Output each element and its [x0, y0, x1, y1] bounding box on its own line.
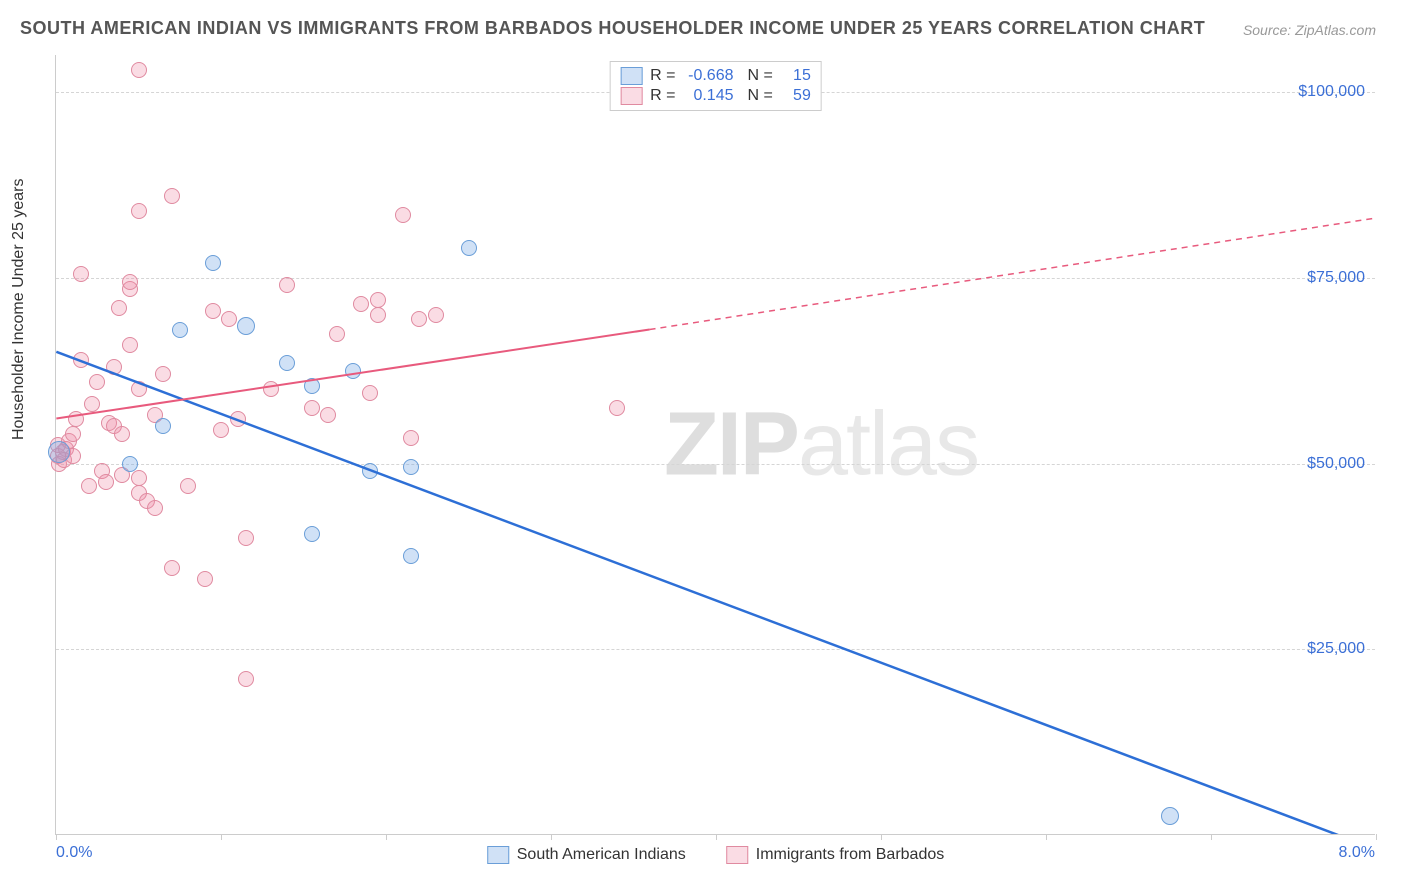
x-tick: [221, 834, 222, 840]
x-tick: [56, 834, 57, 840]
scatter-point-series2: [213, 422, 229, 438]
scatter-point-series2: [370, 292, 386, 308]
scatter-point-series2: [238, 671, 254, 687]
scatter-point-series2: [197, 571, 213, 587]
n-label: N =: [748, 87, 773, 105]
scatter-point-series2: [131, 381, 147, 397]
scatter-point-series2: [106, 359, 122, 375]
scatter-point-series1: [155, 418, 171, 434]
x-tick: [716, 834, 717, 840]
x-tick: [551, 834, 552, 840]
scatter-point-series2: [81, 478, 97, 494]
scatter-point-series2: [68, 411, 84, 427]
scatter-point-series2: [164, 560, 180, 576]
scatter-point-series2: [411, 311, 427, 327]
scatter-point-series2: [131, 62, 147, 78]
scatter-point-series1: [48, 441, 70, 463]
scatter-point-series2: [122, 337, 138, 353]
scatter-point-series2: [98, 474, 114, 490]
scatter-point-series2: [164, 188, 180, 204]
x-tick: [881, 834, 882, 840]
scatter-point-series1: [172, 322, 188, 338]
scatter-point-series2: [329, 326, 345, 342]
scatter-point-series2: [131, 203, 147, 219]
scatter-point-series1: [279, 355, 295, 371]
legend-swatch: [620, 87, 642, 105]
scatter-point-series1: [237, 317, 255, 335]
x-axis-min-label: 0.0%: [56, 844, 92, 862]
scatter-point-series2: [279, 277, 295, 293]
scatter-points: [56, 55, 1375, 834]
r-value: -0.668: [684, 67, 734, 85]
scatter-point-series1: [304, 526, 320, 542]
scatter-point-series2: [263, 381, 279, 397]
scatter-point-series2: [65, 426, 81, 442]
scatter-point-series2: [180, 478, 196, 494]
scatter-point-series2: [122, 274, 138, 290]
scatter-point-series2: [353, 296, 369, 312]
x-tick: [1046, 834, 1047, 840]
plot-area: ZIPatlas $25,000$50,000$75,000$100,000 0…: [55, 55, 1375, 835]
x-axis-max-label: 8.0%: [1339, 844, 1375, 862]
scatter-point-series1: [461, 240, 477, 256]
scatter-point-series1: [362, 463, 378, 479]
scatter-point-series2: [403, 430, 419, 446]
source-attribution: Source: ZipAtlas.com: [1243, 22, 1376, 38]
x-tick: [1376, 834, 1377, 840]
legend-item: Immigrants from Barbados: [726, 846, 945, 864]
scatter-point-series2: [238, 530, 254, 546]
legend-swatch: [726, 846, 748, 864]
legend-swatch: [487, 846, 509, 864]
legend-correlation: R = -0.668 N = 15 R = 0.145 N = 59: [609, 61, 822, 111]
y-axis-label: Householder Income Under 25 years: [10, 179, 28, 440]
legend-row: R = 0.145 N = 59: [620, 86, 811, 106]
scatter-point-series2: [609, 400, 625, 416]
scatter-point-series2: [428, 307, 444, 323]
scatter-point-series2: [111, 300, 127, 316]
scatter-point-series1: [1161, 807, 1179, 825]
scatter-point-series1: [403, 548, 419, 564]
scatter-point-series1: [403, 459, 419, 475]
scatter-point-series2: [147, 500, 163, 516]
scatter-point-series2: [131, 470, 147, 486]
scatter-point-series2: [73, 266, 89, 282]
legend-label: Immigrants from Barbados: [756, 846, 945, 864]
scatter-point-series1: [205, 255, 221, 271]
legend-series: South American Indians Immigrants from Ba…: [487, 846, 945, 864]
scatter-point-series2: [362, 385, 378, 401]
legend-row: R = -0.668 N = 15: [620, 66, 811, 86]
scatter-point-series2: [155, 366, 171, 382]
scatter-point-series2: [370, 307, 386, 323]
scatter-point-series2: [114, 426, 130, 442]
scatter-point-series2: [304, 400, 320, 416]
n-label: N =: [748, 67, 773, 85]
r-label: R =: [650, 87, 675, 105]
scatter-point-series2: [395, 207, 411, 223]
x-tick: [386, 834, 387, 840]
legend-label: South American Indians: [517, 846, 686, 864]
r-label: R =: [650, 67, 675, 85]
scatter-point-series1: [122, 456, 138, 472]
scatter-point-series2: [221, 311, 237, 327]
legend-swatch: [620, 67, 642, 85]
n-value: 15: [781, 67, 811, 85]
n-value: 59: [781, 87, 811, 105]
scatter-point-series1: [345, 363, 361, 379]
legend-item: South American Indians: [487, 846, 686, 864]
scatter-point-series1: [304, 378, 320, 394]
scatter-point-series2: [230, 411, 246, 427]
x-tick: [1211, 834, 1212, 840]
scatter-point-series2: [205, 303, 221, 319]
scatter-point-series2: [89, 374, 105, 390]
r-value: 0.145: [684, 87, 734, 105]
chart-title: SOUTH AMERICAN INDIAN VS IMMIGRANTS FROM…: [20, 18, 1205, 39]
scatter-point-series2: [73, 352, 89, 368]
scatter-point-series2: [84, 396, 100, 412]
scatter-point-series2: [320, 407, 336, 423]
